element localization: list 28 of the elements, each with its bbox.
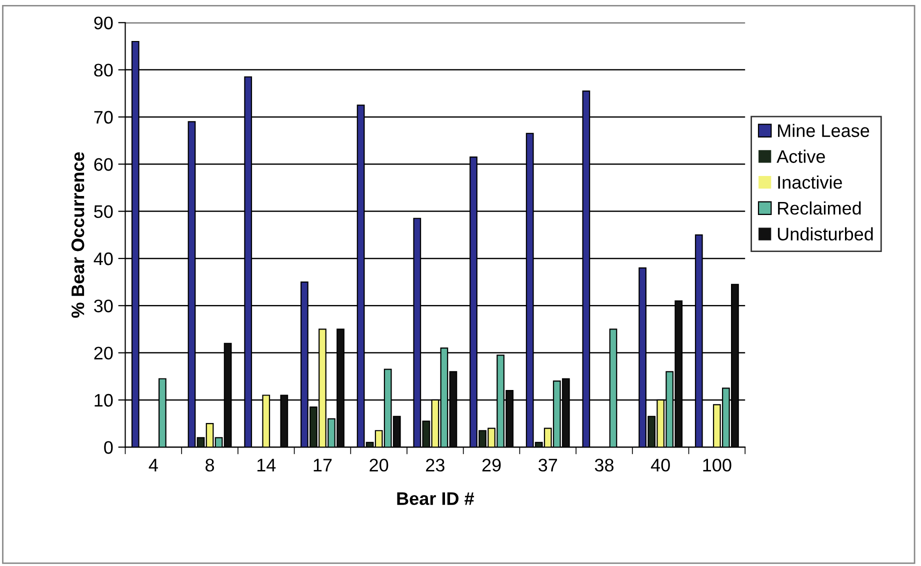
y-axis-title: % Bear Occurrence xyxy=(71,152,84,318)
x-tick-label: 38 xyxy=(594,458,614,472)
y-tick-label: 70 xyxy=(94,110,113,124)
y-tick-label: 60 xyxy=(94,158,113,171)
legend-label: Mine Lease xyxy=(778,124,870,138)
x-tick-label: 14 xyxy=(257,458,276,472)
legend-label: Inactivie xyxy=(778,176,842,189)
x-axis-title: Bear ID # xyxy=(397,492,474,506)
x-tick-label: 17 xyxy=(314,458,332,472)
x-tick-label: 23 xyxy=(426,458,444,472)
y-tick-label: 90 xyxy=(94,16,113,30)
y-tick-label: 0 xyxy=(104,441,113,454)
x-tick-label: 37 xyxy=(538,458,558,472)
y-tick-label: 40 xyxy=(94,252,113,266)
y-tick-label: 30 xyxy=(94,300,113,312)
x-tick-label: 29 xyxy=(482,458,501,472)
y-tick-label: 80 xyxy=(94,64,113,77)
legend-label: Reclaimed xyxy=(778,201,861,215)
legend-label: Undisturbed xyxy=(778,227,873,241)
y-tick-label: 10 xyxy=(94,394,113,407)
y-tick-label: 20 xyxy=(94,346,113,360)
x-tick-label: 8 xyxy=(206,458,214,472)
legend-label: Active xyxy=(776,150,825,163)
x-tick-label: 40 xyxy=(650,458,670,472)
x-tick-label: 100 xyxy=(703,458,732,472)
x-tick-label: 4 xyxy=(148,458,158,472)
y-tick-label: 50 xyxy=(94,205,113,218)
x-tick-label: 20 xyxy=(370,458,388,472)
